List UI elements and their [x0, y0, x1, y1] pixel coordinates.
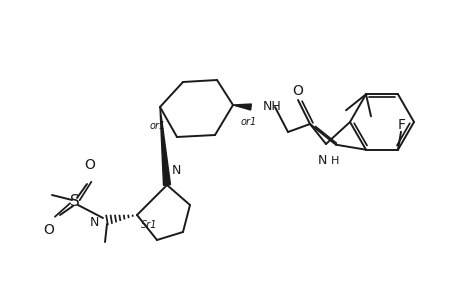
Text: N: N [317, 154, 327, 167]
Text: H: H [331, 156, 339, 166]
Text: F: F [398, 118, 406, 132]
Text: O: O [85, 158, 95, 172]
Text: N: N [90, 215, 99, 229]
Text: S: S [70, 194, 80, 210]
Text: O: O [292, 84, 303, 98]
Text: NH: NH [263, 101, 282, 113]
Polygon shape [160, 107, 170, 185]
Text: or1: or1 [241, 117, 257, 127]
Text: N: N [172, 164, 182, 177]
Text: O: O [44, 223, 54, 237]
Polygon shape [233, 104, 251, 110]
Text: or1: or1 [150, 121, 166, 131]
Text: Sr1: Sr1 [141, 220, 158, 230]
